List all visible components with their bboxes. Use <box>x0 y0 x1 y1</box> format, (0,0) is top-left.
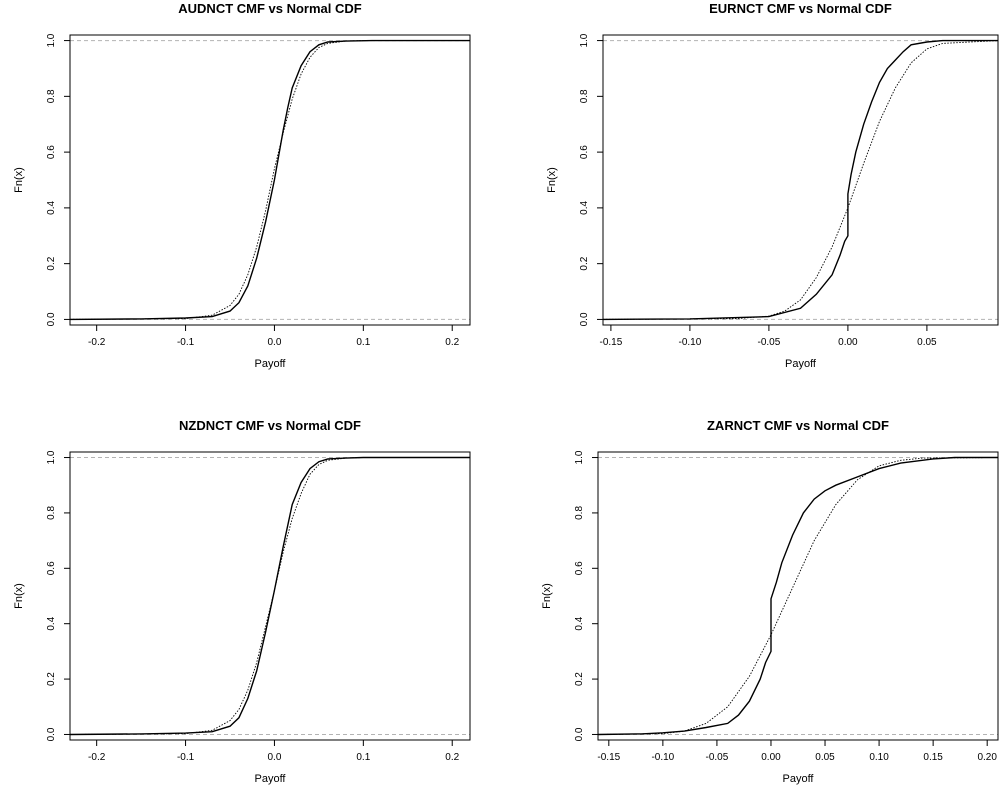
y-tick-label: 0.8 <box>579 89 590 103</box>
plot-frame <box>598 452 998 740</box>
chart-panel-4: ZARNCT CMF vs Normal CDF -0.15 -0.10 -0.05 0… <box>541 418 998 785</box>
y-tick-label: 0.2 <box>46 256 57 270</box>
x-axis-label: Payoff <box>785 358 817 370</box>
x-tick-label: 0.05 <box>917 337 937 348</box>
x-tick-label: -0.05 <box>706 752 729 763</box>
chart-title: ZARNCT CMF vs Normal CDF <box>707 418 889 433</box>
chart-panel-1: AUDNCT CMF vs Normal CDF -0.2 -0.1 0.0 0.1 0.… <box>13 1 470 370</box>
x-tick-label: -0.15 <box>597 752 620 763</box>
y-tick-label: 0.4 <box>46 616 57 630</box>
x-tick-label: 0.20 <box>977 752 997 763</box>
x-axis-label: Payoff <box>255 358 287 370</box>
y-tick-label: 0.2 <box>46 672 57 686</box>
x-tick-label: 0.2 <box>445 752 459 763</box>
y-tick-label: 0.4 <box>574 616 585 630</box>
chart-panel-2: EURNCT CMF vs Normal CDF -0.15 -0.10 -0.05 0… <box>546 1 998 370</box>
x-tick-label: -0.2 <box>88 337 106 348</box>
x-tick-label: -0.10 <box>679 337 702 348</box>
x-tick-label: -0.10 <box>651 752 674 763</box>
x-tick-label: 0.1 <box>356 337 370 348</box>
x-tick-label: -0.05 <box>758 337 781 348</box>
x-tick-label: 0.0 <box>267 337 281 348</box>
empirical-cdf-line <box>603 41 998 320</box>
x-axis-label: Payoff <box>255 773 287 785</box>
x-tick-label: -0.15 <box>600 337 623 348</box>
y-tick-label: 0.8 <box>46 506 57 520</box>
y-tick-label: 0.6 <box>46 561 57 575</box>
y-tick-label: 0.8 <box>46 89 57 103</box>
chart-title: NZDNCT CMF vs Normal CDF <box>179 418 361 433</box>
y-tick-label: 0.0 <box>579 312 590 326</box>
x-tick-label: -0.1 <box>177 752 195 763</box>
y-axis-label: Fn(x) <box>541 583 553 609</box>
y-tick-label: 0.0 <box>574 727 585 741</box>
y-tick-label: 0.2 <box>579 256 590 270</box>
x-tick-label: 0.05 <box>815 752 835 763</box>
x-tick-label: 0.0 <box>267 752 281 763</box>
y-axis-label: Fn(x) <box>13 167 25 193</box>
empirical-cdf-line <box>70 41 470 320</box>
y-tick-label: 0.0 <box>46 727 57 741</box>
y-tick-label: 0.6 <box>579 145 590 159</box>
x-tick-label: 0.00 <box>761 752 781 763</box>
y-axis-label: Fn(x) <box>546 167 558 193</box>
x-tick-label: 0.00 <box>838 337 858 348</box>
chart-title: AUDNCT CMF vs Normal CDF <box>178 1 362 16</box>
normal-cdf-line <box>603 41 998 320</box>
plot-frame <box>70 35 470 325</box>
y-tick-label: 1.0 <box>574 450 585 464</box>
x-tick-label: -0.1 <box>177 337 195 348</box>
chart-title: EURNCT CMF vs Normal CDF <box>709 1 892 16</box>
y-tick-label: 0.8 <box>574 506 585 520</box>
plot-frame <box>603 35 998 325</box>
x-tick-label: 0.10 <box>869 752 889 763</box>
x-tick-label: 0.15 <box>923 752 943 763</box>
x-tick-label: -0.2 <box>88 752 106 763</box>
empirical-cdf-line <box>598 458 998 735</box>
y-tick-label: 0.4 <box>46 200 57 214</box>
plot-frame <box>70 452 470 740</box>
y-tick-label: 0.6 <box>574 561 585 575</box>
normal-cdf-line <box>70 458 470 735</box>
x-tick-label: 0.1 <box>356 752 370 763</box>
normal-cdf-line <box>70 41 470 320</box>
y-tick-label: 0.0 <box>46 312 57 326</box>
empirical-cdf-line <box>70 458 470 735</box>
y-tick-label: 1.0 <box>46 450 57 464</box>
normal-cdf-line <box>598 458 998 735</box>
y-tick-label: 0.2 <box>574 672 585 686</box>
y-axis-label: Fn(x) <box>13 583 25 609</box>
x-tick-label: 0.2 <box>445 337 459 348</box>
y-tick-label: 0.6 <box>46 145 57 159</box>
y-tick-label: 1.0 <box>46 33 57 47</box>
chart-panel-3: NZDNCT CMF vs Normal CDF -0.2 -0.1 0.0 0.1 0.… <box>13 418 470 785</box>
y-tick-label: 0.4 <box>579 200 590 214</box>
x-axis-label: Payoff <box>783 773 815 785</box>
y-tick-label: 1.0 <box>579 33 590 47</box>
